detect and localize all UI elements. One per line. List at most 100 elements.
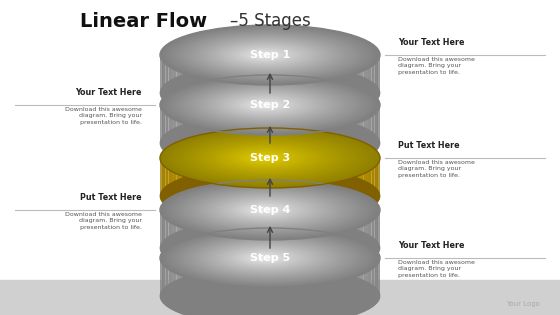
Polygon shape	[169, 269, 172, 310]
Ellipse shape	[162, 76, 377, 135]
Polygon shape	[161, 60, 163, 100]
Ellipse shape	[237, 47, 295, 63]
Ellipse shape	[204, 140, 332, 175]
Ellipse shape	[164, 229, 375, 287]
Polygon shape	[287, 287, 296, 315]
Ellipse shape	[250, 254, 281, 262]
Polygon shape	[364, 272, 368, 312]
Ellipse shape	[246, 152, 285, 163]
Ellipse shape	[231, 45, 301, 65]
Polygon shape	[199, 281, 206, 315]
Polygon shape	[287, 239, 296, 278]
Polygon shape	[206, 234, 213, 274]
Ellipse shape	[200, 37, 336, 74]
Ellipse shape	[166, 182, 373, 238]
Ellipse shape	[221, 245, 313, 271]
Ellipse shape	[164, 76, 375, 134]
Polygon shape	[279, 85, 287, 123]
Polygon shape	[270, 188, 279, 226]
Ellipse shape	[172, 232, 366, 284]
Ellipse shape	[248, 153, 283, 163]
Ellipse shape	[250, 154, 281, 162]
Ellipse shape	[258, 53, 272, 57]
Ellipse shape	[254, 52, 276, 58]
Polygon shape	[354, 123, 359, 163]
Polygon shape	[296, 287, 304, 315]
Ellipse shape	[254, 102, 276, 108]
Polygon shape	[377, 263, 379, 303]
Ellipse shape	[187, 136, 350, 180]
Ellipse shape	[240, 48, 292, 62]
Polygon shape	[312, 285, 320, 315]
Polygon shape	[163, 217, 165, 257]
Ellipse shape	[240, 151, 292, 165]
Polygon shape	[375, 165, 377, 205]
Text: Your Text Here: Your Text Here	[398, 38, 464, 47]
Polygon shape	[213, 236, 220, 275]
Ellipse shape	[235, 97, 297, 113]
Polygon shape	[328, 282, 335, 315]
Ellipse shape	[198, 86, 338, 124]
Polygon shape	[163, 265, 165, 305]
Ellipse shape	[177, 133, 362, 183]
Polygon shape	[176, 121, 181, 161]
Ellipse shape	[216, 41, 318, 69]
Ellipse shape	[248, 205, 283, 215]
Polygon shape	[228, 238, 236, 277]
Polygon shape	[253, 288, 262, 315]
Polygon shape	[279, 188, 287, 226]
Polygon shape	[368, 169, 372, 209]
Ellipse shape	[235, 150, 297, 166]
Polygon shape	[377, 215, 379, 255]
Ellipse shape	[200, 239, 336, 277]
Polygon shape	[364, 69, 368, 109]
Ellipse shape	[218, 145, 315, 171]
Polygon shape	[253, 188, 262, 226]
Ellipse shape	[185, 235, 352, 281]
Polygon shape	[377, 60, 379, 100]
Ellipse shape	[210, 89, 325, 121]
Polygon shape	[186, 230, 192, 269]
Ellipse shape	[181, 234, 357, 282]
Polygon shape	[181, 176, 186, 215]
Ellipse shape	[200, 140, 336, 177]
Ellipse shape	[169, 230, 371, 286]
Ellipse shape	[227, 147, 306, 169]
Ellipse shape	[208, 89, 327, 121]
Ellipse shape	[260, 104, 269, 106]
Ellipse shape	[202, 37, 334, 73]
Ellipse shape	[229, 45, 304, 65]
Polygon shape	[287, 134, 296, 173]
Ellipse shape	[237, 150, 295, 166]
Ellipse shape	[214, 196, 320, 224]
Ellipse shape	[175, 232, 364, 284]
Polygon shape	[312, 237, 320, 276]
Ellipse shape	[241, 49, 290, 62]
Polygon shape	[161, 215, 163, 255]
Polygon shape	[161, 163, 163, 203]
Polygon shape	[244, 134, 253, 173]
Polygon shape	[304, 286, 312, 315]
Ellipse shape	[192, 189, 346, 231]
Ellipse shape	[172, 184, 366, 236]
Ellipse shape	[254, 255, 276, 261]
Ellipse shape	[183, 82, 354, 129]
Polygon shape	[335, 281, 342, 315]
Ellipse shape	[202, 87, 334, 123]
Text: Your Text Here: Your Text Here	[398, 241, 464, 250]
Ellipse shape	[204, 192, 332, 227]
Polygon shape	[328, 129, 335, 169]
Ellipse shape	[256, 208, 274, 212]
Ellipse shape	[244, 99, 288, 111]
Polygon shape	[244, 187, 253, 226]
Ellipse shape	[162, 26, 377, 84]
Ellipse shape	[214, 41, 320, 69]
Polygon shape	[220, 132, 228, 171]
Polygon shape	[186, 74, 192, 114]
Ellipse shape	[164, 129, 375, 187]
Ellipse shape	[258, 208, 272, 212]
Polygon shape	[172, 69, 176, 109]
Polygon shape	[368, 117, 372, 157]
Ellipse shape	[172, 79, 366, 131]
Ellipse shape	[244, 252, 288, 264]
